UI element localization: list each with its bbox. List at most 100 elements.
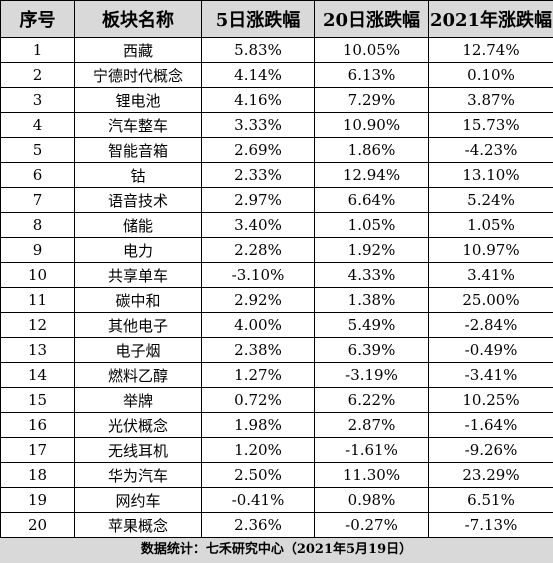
cell-20day-change: 1.92% [314,237,429,263]
cell-5day-change: 2.28% [201,237,315,263]
cell-20day-change: -0.27% [314,512,429,538]
source-footer: 数据统计：七禾研究中心（2021年5月19日） [0,537,553,563]
cell-2021-change: -9.26% [428,437,553,463]
cell-2021-change: 15.73% [428,112,553,138]
cell-index: 5 [0,137,75,163]
header-index: 序号 [0,0,75,38]
cell-index: 20 [0,512,75,538]
cell-index: 9 [0,237,75,263]
table-row: 18 华为汽车 2.50% 11.30% 23.29% [0,462,553,488]
cell-20day-change: 4.33% [314,262,429,288]
table-row: 10 共享单车 -3.10% 4.33% 3.41% [0,262,553,288]
cell-20day-change: 12.94% [314,162,429,188]
table-row: 5 智能音箱 2.69% 1.86% -4.23% [0,137,553,163]
cell-index: 4 [0,112,75,138]
table-body: 1 西藏 5.83% 10.05% 12.74% 2 宁德时代概念 4.14% 6.13% 0.1… [0,37,553,538]
cell-index: 13 [0,337,75,363]
cell-2021-change: 1.05% [428,212,553,238]
cell-sector-name: 燃料乙醇 [74,362,202,388]
cell-sector-name: 其他电子 [74,312,202,338]
cell-5day-change: 1.27% [201,362,315,388]
cell-2021-change: 10.97% [428,237,553,263]
table-row: 3 锂电池 4.16% 7.29% 3.87% [0,87,553,113]
cell-20day-change: 10.05% [314,37,429,63]
table-row: 14 燃料乙醇 1.27% -3.19% -3.41% [0,362,553,388]
cell-5day-change: 2.33% [201,162,315,188]
cell-sector-name: 电力 [74,237,202,263]
table-row: 4 汽车整车 3.33% 10.90% 15.73% [0,112,553,138]
cell-sector-name: 电子烟 [74,337,202,363]
cell-sector-name: 光伏概念 [74,412,202,438]
table-header-row: 序号 板块名称 5日涨跌幅 20日涨跌幅 2021年涨跌幅 [0,0,553,38]
cell-20day-change: -3.19% [314,362,429,388]
cell-2021-change: -2.84% [428,312,553,338]
cell-20day-change: 6.39% [314,337,429,363]
cell-sector-name: 无线耳机 [74,437,202,463]
table-row: 7 语音技术 2.97% 6.64% 5.24% [0,187,553,213]
cell-sector-name: 西藏 [74,37,202,63]
cell-index: 8 [0,212,75,238]
cell-index: 2 [0,62,75,88]
header-20day-change: 20日涨跌幅 [314,0,429,38]
header-5day-change: 5日涨跌幅 [201,0,315,38]
cell-2021-change: 3.41% [428,262,553,288]
cell-index: 19 [0,487,75,513]
cell-2021-change: 6.51% [428,487,553,513]
cell-2021-change: 13.10% [428,162,553,188]
table-row: 12 其他电子 4.00% 5.49% -2.84% [0,312,553,338]
sector-change-table: 序号 板块名称 5日涨跌幅 20日涨跌幅 2021年涨跌幅 1 西藏 5.83% 10… [0,0,553,538]
cell-sector-name: 储能 [74,212,202,238]
table-row: 6 钴 2.33% 12.94% 13.10% [0,162,553,188]
cell-20day-change: 6.64% [314,187,429,213]
cell-2021-change: 5.24% [428,187,553,213]
table-row: 16 光伏概念 1.98% 2.87% -1.64% [0,412,553,438]
cell-2021-change: -3.41% [428,362,553,388]
cell-2021-change: 10.25% [428,387,553,413]
cell-index: 11 [0,287,75,313]
cell-5day-change: 2.50% [201,462,315,488]
cell-20day-change: 5.49% [314,312,429,338]
cell-5day-change: 2.36% [201,512,315,538]
cell-20day-change: 11.30% [314,462,429,488]
cell-5day-change: 2.38% [201,337,315,363]
cell-sector-name: 锂电池 [74,87,202,113]
cell-2021-change: -4.23% [428,137,553,163]
cell-index: 1 [0,37,75,63]
cell-sector-name: 网约车 [74,487,202,513]
cell-20day-change: 6.13% [314,62,429,88]
cell-index: 15 [0,387,75,413]
cell-20day-change: 6.22% [314,387,429,413]
cell-2021-change: -1.64% [428,412,553,438]
header-sector-name: 板块名称 [74,0,202,38]
table-row: 20 苹果概念 2.36% -0.27% -7.13% [0,512,553,538]
cell-5day-change: -3.10% [201,262,315,288]
cell-5day-change: 1.98% [201,412,315,438]
cell-20day-change: 1.86% [314,137,429,163]
table-row: 11 碳中和 2.92% 1.38% 25.00% [0,287,553,313]
cell-20day-change: 7.29% [314,87,429,113]
cell-2021-change: 3.87% [428,87,553,113]
cell-2021-change: 12.74% [428,37,553,63]
cell-2021-change: 23.29% [428,462,553,488]
table-row: 2 宁德时代概念 4.14% 6.13% 0.10% [0,62,553,88]
cell-20day-change: 2.87% [314,412,429,438]
cell-2021-change: 0.10% [428,62,553,88]
cell-2021-change: -0.49% [428,337,553,363]
table-row: 15 举牌 0.72% 6.22% 10.25% [0,387,553,413]
cell-20day-change: 10.90% [314,112,429,138]
cell-5day-change: -0.41% [201,487,315,513]
cell-sector-name: 苹果概念 [74,512,202,538]
cell-5day-change: 1.20% [201,437,315,463]
table-row: 13 电子烟 2.38% 6.39% -0.49% [0,337,553,363]
cell-5day-change: 5.83% [201,37,315,63]
cell-sector-name: 共享单车 [74,262,202,288]
cell-5day-change: 3.33% [201,112,315,138]
cell-sector-name: 华为汽车 [74,462,202,488]
cell-index: 17 [0,437,75,463]
cell-20day-change: 1.38% [314,287,429,313]
cell-index: 16 [0,412,75,438]
cell-index: 3 [0,87,75,113]
cell-5day-change: 2.92% [201,287,315,313]
cell-5day-change: 2.69% [201,137,315,163]
